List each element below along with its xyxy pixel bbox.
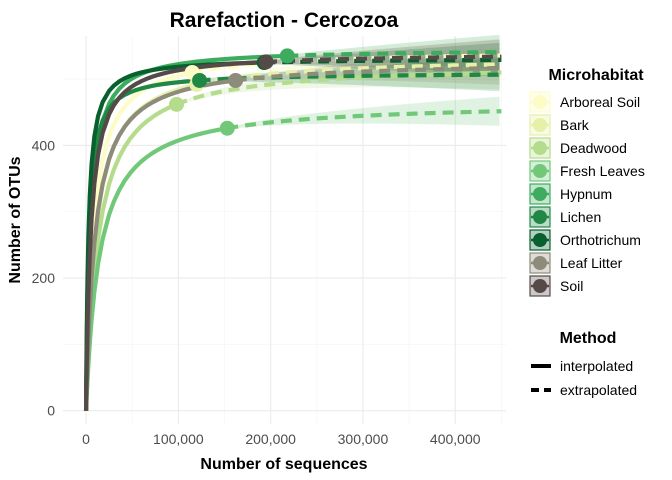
legend-key-point — [533, 118, 547, 132]
legend-label: Arboreal Soil — [560, 94, 640, 110]
legend-label: Orthotrichum — [560, 232, 641, 248]
legend-key-point — [533, 95, 547, 109]
method-legend-items: interpolated extrapolated — [531, 358, 637, 398]
legend-label: Fresh Leaves — [560, 163, 645, 179]
x-tick-labels: 0 100,000 200,000 300,000 400,000 — [82, 431, 481, 447]
x-tick-label: 300,000 — [338, 431, 389, 447]
x-tick-label: 200,000 — [245, 431, 296, 447]
line-extrapolated-soil — [265, 54, 502, 64]
y-tick-label: 0 — [47, 403, 55, 419]
legend-item-orthotrichum: Orthotrichum — [529, 229, 641, 251]
legend-key-point — [533, 233, 547, 247]
legend-key-point — [533, 141, 547, 155]
line-extrapolated-bark — [196, 62, 502, 87]
chart-title: Rarefaction - Cercozoa — [170, 9, 399, 32]
line-interpolated-soil — [83, 59, 267, 411]
legend-label: Deadwood — [560, 140, 627, 156]
y-axis-title: Number of OTUs — [7, 156, 24, 283]
legend-items: Arboreal Soil Bark Deadwood Fresh Leaves Hyp… — [529, 91, 645, 297]
series-lines — [83, 50, 502, 411]
line-extrapolated-leaf-litter — [235, 65, 502, 83]
line-extrapolated-deadwood — [175, 70, 502, 107]
line-extrapolated-lichen — [199, 72, 502, 83]
point-soil — [258, 54, 274, 70]
method-label: interpolated — [560, 358, 633, 374]
legend-label: Bark — [560, 117, 590, 133]
legend-item-lichen: Lichen — [529, 206, 601, 228]
legend-key-point — [533, 256, 547, 270]
y-tick-label: 200 — [32, 270, 56, 286]
line-extrapolated-fresh-leaves — [226, 109, 502, 131]
method-item-extrapolated: extrapolated — [531, 382, 637, 398]
point-leaf-litter — [228, 72, 244, 88]
y-tick-labels: 0 200 400 — [32, 137, 56, 418]
method-legend: Method interpolated extrapolated — [531, 330, 637, 398]
method-item-interpolated: interpolated — [531, 358, 633, 374]
x-axis-title: Number of sequences — [200, 456, 367, 473]
point-lichen — [192, 72, 208, 88]
point-deadwood — [169, 96, 185, 112]
point-fresh-leaves — [219, 120, 235, 136]
line-extrapolated-hypnum — [287, 50, 502, 58]
x-tick-label: 100,000 — [153, 431, 204, 447]
grid-major — [63, 36, 506, 424]
y-tick-label: 400 — [32, 137, 56, 153]
legend-key-point — [533, 187, 547, 201]
legend-label: Soil — [560, 278, 583, 294]
x-tick-label: 0 — [82, 431, 90, 447]
method-label: extrapolated — [560, 382, 637, 398]
legend-label: Lichen — [560, 209, 601, 225]
legend-label: Leaf Litter — [560, 255, 623, 271]
legend-label: Hypnum — [560, 186, 612, 202]
legend-item-leaf-litter: Leaf Litter — [529, 252, 623, 274]
point-hypnum — [279, 48, 295, 64]
legend-title: Microhabitat — [548, 67, 644, 84]
legend-item-fresh-leaves: Fresh Leaves — [529, 160, 645, 182]
legend-key-point — [533, 210, 547, 224]
legend-item-deadwood: Deadwood — [529, 137, 627, 159]
legend-key-point — [533, 279, 547, 293]
method-legend-title: Method — [560, 330, 617, 347]
x-tick-label: 400,000 — [430, 431, 481, 447]
observed-points — [169, 48, 295, 136]
legend-item-bark: Bark — [529, 114, 590, 136]
microhabitat-legend: Microhabitat Arboreal Soil Bark Deadwood Fr… — [529, 67, 645, 297]
legend-key-point — [533, 164, 547, 178]
legend-item-arboreal-soil: Arboreal Soil — [529, 91, 640, 113]
legend-item-soil: Soil — [529, 275, 583, 297]
legend-item-hypnum: Hypnum — [529, 183, 612, 205]
